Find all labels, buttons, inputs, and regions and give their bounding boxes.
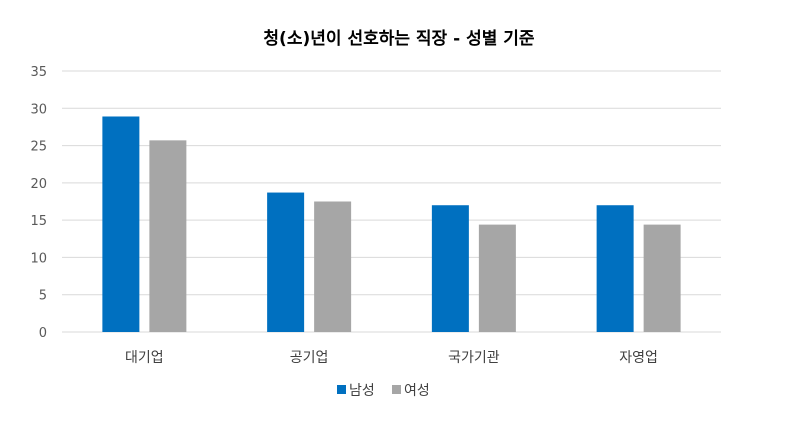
bar-female [149,140,187,332]
legend-label: 남성 [349,383,375,399]
y-tick-label: 20 [30,177,47,192]
y-tick-label: 10 [30,251,47,266]
y-tick-label: 0 [39,326,47,341]
legend: 남성 여성 [337,383,430,399]
x-axis-categories: 대기업 공기업 국가기관 자영업 [125,350,658,366]
bar-female [478,224,516,332]
legend-swatch [392,385,401,394]
bar-male [431,205,469,332]
category-label: 국가기관 [448,350,500,366]
chart-title: 청(소)년이 선호하는 직장 - 성별 기준 [263,28,535,49]
bar-female [643,224,681,332]
category-label: 자영업 [619,350,658,366]
category-label: 공기업 [290,350,329,366]
legend-label: 여성 [404,383,430,399]
bar-male [102,116,140,332]
y-tick-label: 35 [30,65,47,80]
category-label: 대기업 [125,350,164,366]
y-tick-label: 5 [39,289,47,304]
bar-male [596,205,634,332]
y-tick-label: 30 [30,102,47,117]
bars [102,116,681,332]
y-tick-label: 25 [30,140,47,155]
y-axis-ticks: 0 5 10 15 20 25 30 35 [30,65,47,341]
y-tick-label: 15 [30,214,47,229]
legend-swatch [337,385,346,394]
bar-female [314,201,352,332]
bar-male [267,192,305,332]
